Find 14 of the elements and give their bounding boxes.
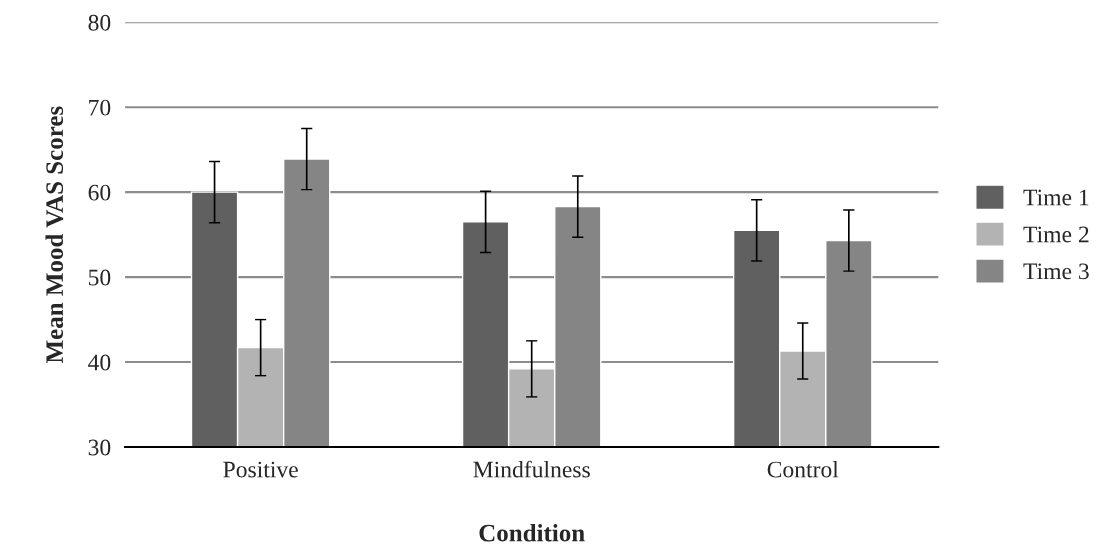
y-tick-label: 50 xyxy=(88,269,111,286)
x-tick-label: Mindfulness xyxy=(473,460,590,478)
y-tick-label: 30 xyxy=(88,439,111,456)
x-tick-label: Positive xyxy=(223,461,298,478)
y-axis-title: Mean Mood VAS Scores xyxy=(45,106,64,364)
legend-label: Time 2 xyxy=(1023,226,1089,243)
legend-label: Time 1 xyxy=(1023,189,1089,206)
legend-label: Time 3 xyxy=(1023,263,1089,280)
y-tick-label: 70 xyxy=(89,99,111,116)
y-tick-label: 80 xyxy=(88,14,111,31)
y-tick-label: 60 xyxy=(88,184,111,201)
y-tick-label: 40 xyxy=(88,354,111,371)
x-axis-title: Condition xyxy=(479,523,585,542)
x-tick-label: Control xyxy=(767,460,839,478)
